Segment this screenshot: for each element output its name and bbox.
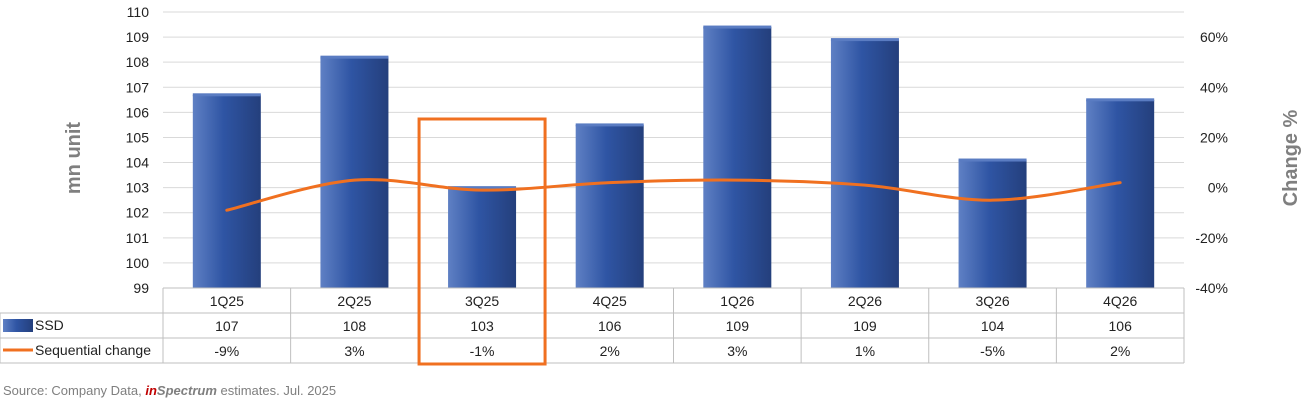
- bar-top-3q25: [448, 186, 517, 190]
- gridlines: [163, 11, 1184, 289]
- category-label: 1Q25: [210, 293, 244, 309]
- sequential-change-line: [225, 178, 1122, 212]
- ssd-value: 106: [1109, 318, 1133, 334]
- bar-2q25: [320, 57, 389, 288]
- y-tick-label: 106: [126, 104, 150, 120]
- y2-tick-label: 20%: [1200, 129, 1228, 145]
- bar-top-4q25: [575, 123, 644, 127]
- right-axis-title: Change %: [1280, 109, 1302, 206]
- ssd-value: 107: [215, 318, 239, 334]
- bar-1q26: [703, 27, 772, 289]
- category-label: 3Q25: [465, 293, 499, 309]
- ssd-value: 108: [343, 318, 367, 334]
- change-value: -5%: [980, 343, 1005, 359]
- bar-3q26: [958, 160, 1027, 288]
- ssd-value: 109: [726, 318, 750, 334]
- ssd-value: 103: [470, 318, 494, 334]
- y-tick-label: 108: [126, 54, 150, 70]
- change-value: 3%: [344, 343, 364, 359]
- source-suffix: estimates. Jul. 2025: [216, 383, 337, 398]
- y-tick-label: 105: [126, 129, 150, 145]
- change-value: -9%: [214, 343, 239, 359]
- left-axis-title: mn unit: [63, 122, 85, 195]
- ssd-value: 106: [598, 318, 622, 334]
- bar-4q26: [1086, 99, 1155, 289]
- ssd-bars: [192, 25, 1155, 289]
- change-value: 2%: [600, 343, 620, 359]
- bar-1q25: [192, 94, 261, 288]
- category-label: 2Q26: [848, 293, 882, 309]
- y2-tick-label: 60%: [1200, 29, 1228, 45]
- legend-change-label: Sequential change: [35, 342, 151, 358]
- bar-3q25: [448, 187, 517, 288]
- change-value: -1%: [470, 343, 495, 359]
- y2-tick-label: 40%: [1200, 79, 1228, 95]
- category-label: 4Q26: [1103, 293, 1137, 309]
- y-tick-label: 100: [126, 255, 150, 271]
- y-tick-label: 104: [126, 155, 150, 171]
- y-tick-label: 107: [126, 79, 150, 95]
- left-axis-ticks: 99 100 101 102 103 104 105 106 107 108 109 110: [126, 4, 150, 296]
- category-label: 1Q26: [720, 293, 754, 309]
- data-table: 1Q25 2Q25 3Q25 4Q25 1Q26 2Q26 3Q26 4Q26 SSD Seque…: [0, 287, 1185, 364]
- legend-ssd-label: SSD: [35, 317, 64, 333]
- source-note: Source: Company Data, inSpectrum estimat…: [3, 383, 336, 398]
- y2-tick-label: -20%: [1195, 230, 1228, 246]
- ssd-value: 109: [853, 318, 877, 334]
- bar-top-1q25: [192, 93, 261, 97]
- change-value: 3%: [727, 343, 747, 359]
- ssd-value: 104: [981, 318, 1005, 334]
- y-tick-label: 101: [126, 230, 150, 246]
- legend-ssd-swatch: [3, 319, 33, 332]
- category-label: 3Q26: [975, 293, 1009, 309]
- y2-tick-label: 0%: [1208, 180, 1228, 196]
- bar-top-1q26: [703, 25, 772, 29]
- chart: 99 100 101 102 103 104 105 106 107 108 109 110 -40%…: [0, 4, 1302, 366]
- bar-top-2q25: [320, 55, 389, 59]
- y2-tick-label: -40%: [1195, 280, 1228, 296]
- category-label: 2Q25: [337, 293, 371, 309]
- change-value: 2%: [1110, 343, 1130, 359]
- bar-2q26: [830, 39, 899, 288]
- change-value: 1%: [855, 343, 875, 359]
- bar-top-4q26: [1086, 98, 1155, 102]
- right-axis-ticks: -40% -20% 0% 20% 40% 60%: [1195, 29, 1228, 296]
- y-tick-label: 99: [133, 280, 149, 296]
- y-tick-label: 109: [126, 29, 150, 45]
- bar-top-2q26: [830, 38, 899, 42]
- bar-4q25: [575, 124, 644, 288]
- source-prefix: Source: Company Data,: [3, 383, 146, 398]
- sequential-change-path: [225, 178, 1122, 212]
- category-label: 4Q25: [593, 293, 627, 309]
- y-tick-label: 103: [126, 180, 150, 196]
- brand-logo: inSpectrum: [145, 383, 217, 398]
- highlight-box-3q25: [417, 117, 547, 366]
- bar-top-3q26: [958, 158, 1027, 162]
- y-tick-label: 102: [126, 205, 150, 221]
- y-tick-label: 110: [127, 4, 150, 20]
